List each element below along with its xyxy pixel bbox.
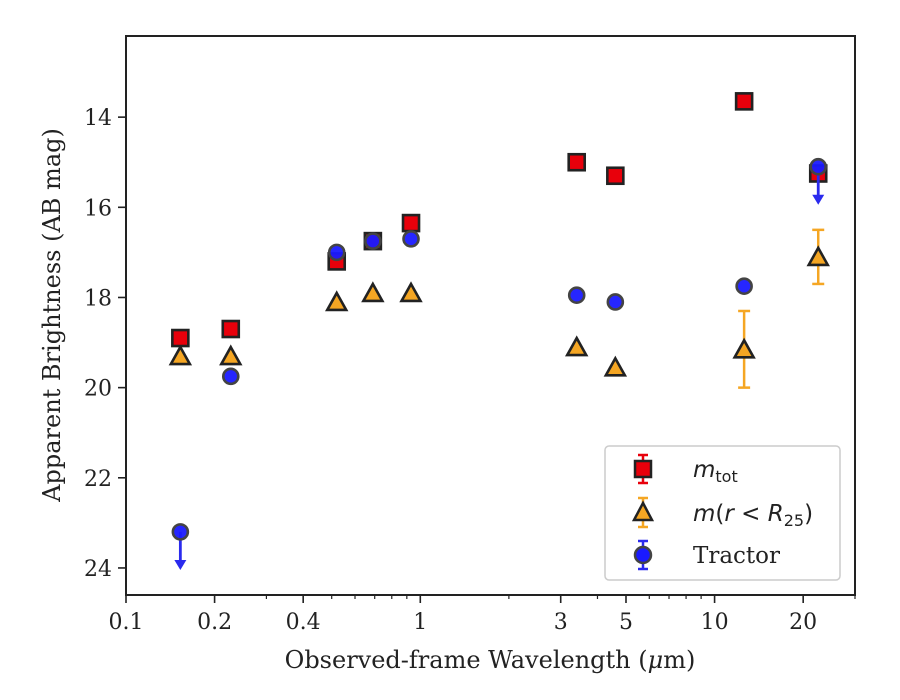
mr25-point [806, 245, 830, 267]
x-tick-label: 0.4 [286, 610, 321, 635]
mr25-point [603, 355, 628, 377]
mr25-point [399, 281, 423, 303]
tractor-point [171, 523, 190, 541]
y-tick-label: 16 [84, 196, 112, 221]
x-axis-title: Observed-frame Wavelength (μm) [285, 646, 696, 674]
x-tick-label: 0.1 [109, 610, 144, 635]
mtot-point [171, 328, 190, 348]
tractor-point [327, 243, 346, 262]
legend: mtot m(r < R25) Tractor [604, 445, 841, 581]
legend-label-tractor: Tractor [693, 543, 780, 569]
legend-label-mr25: m(r < R25) [693, 501, 813, 530]
tractor-point [809, 157, 828, 176]
mr25-point [219, 344, 243, 366]
mr25-point [361, 281, 385, 303]
legend-box [604, 445, 841, 581]
y-tick-label: 14 [84, 106, 112, 131]
y-tick-label: 18 [84, 286, 112, 311]
legend-marker-tractor [633, 539, 653, 571]
mr25-point [168, 344, 193, 366]
mr25-point [564, 335, 589, 357]
tractor-point [735, 277, 753, 295]
data-marks [168, 92, 830, 570]
mr25-point [324, 290, 349, 312]
y-axis-title: Apparent Brightness (AB mag) [38, 128, 66, 503]
x-tick-label: 3 [554, 610, 568, 635]
x-tick-label: 1 [413, 610, 427, 635]
tractor-point [364, 232, 382, 250]
legend-marker-mr25 [631, 496, 655, 529]
y-tick-label: 24 [84, 557, 112, 582]
tractor-point [606, 293, 625, 311]
mtot-point [401, 213, 421, 233]
tractor-point [567, 286, 586, 305]
y-tick-label: 22 [84, 467, 112, 492]
mtot-point [606, 166, 625, 186]
mtot-point [221, 319, 241, 339]
legend-label-mtot: mtot [693, 457, 738, 486]
y-tick-label: 20 [84, 377, 112, 402]
legend-marker-mtot [633, 453, 653, 485]
tractor-point [402, 230, 420, 248]
mr25-point [732, 337, 756, 359]
x-tick-label: 10 [701, 610, 729, 635]
tractor-limit-arrowhead [174, 559, 187, 570]
mtot-point [567, 152, 587, 172]
tractor-point [221, 367, 240, 386]
axis-ticks: 0.1 0.2 0.4 1 3 5 10 20 14 16 18 20 22 24 [84, 106, 856, 635]
x-tick-label: 0.2 [197, 610, 232, 635]
mtot-point [734, 92, 754, 111]
x-tick-label: 20 [789, 610, 817, 635]
tractor-limit-arrowhead [812, 194, 825, 205]
x-tick-label: 5 [619, 610, 633, 635]
